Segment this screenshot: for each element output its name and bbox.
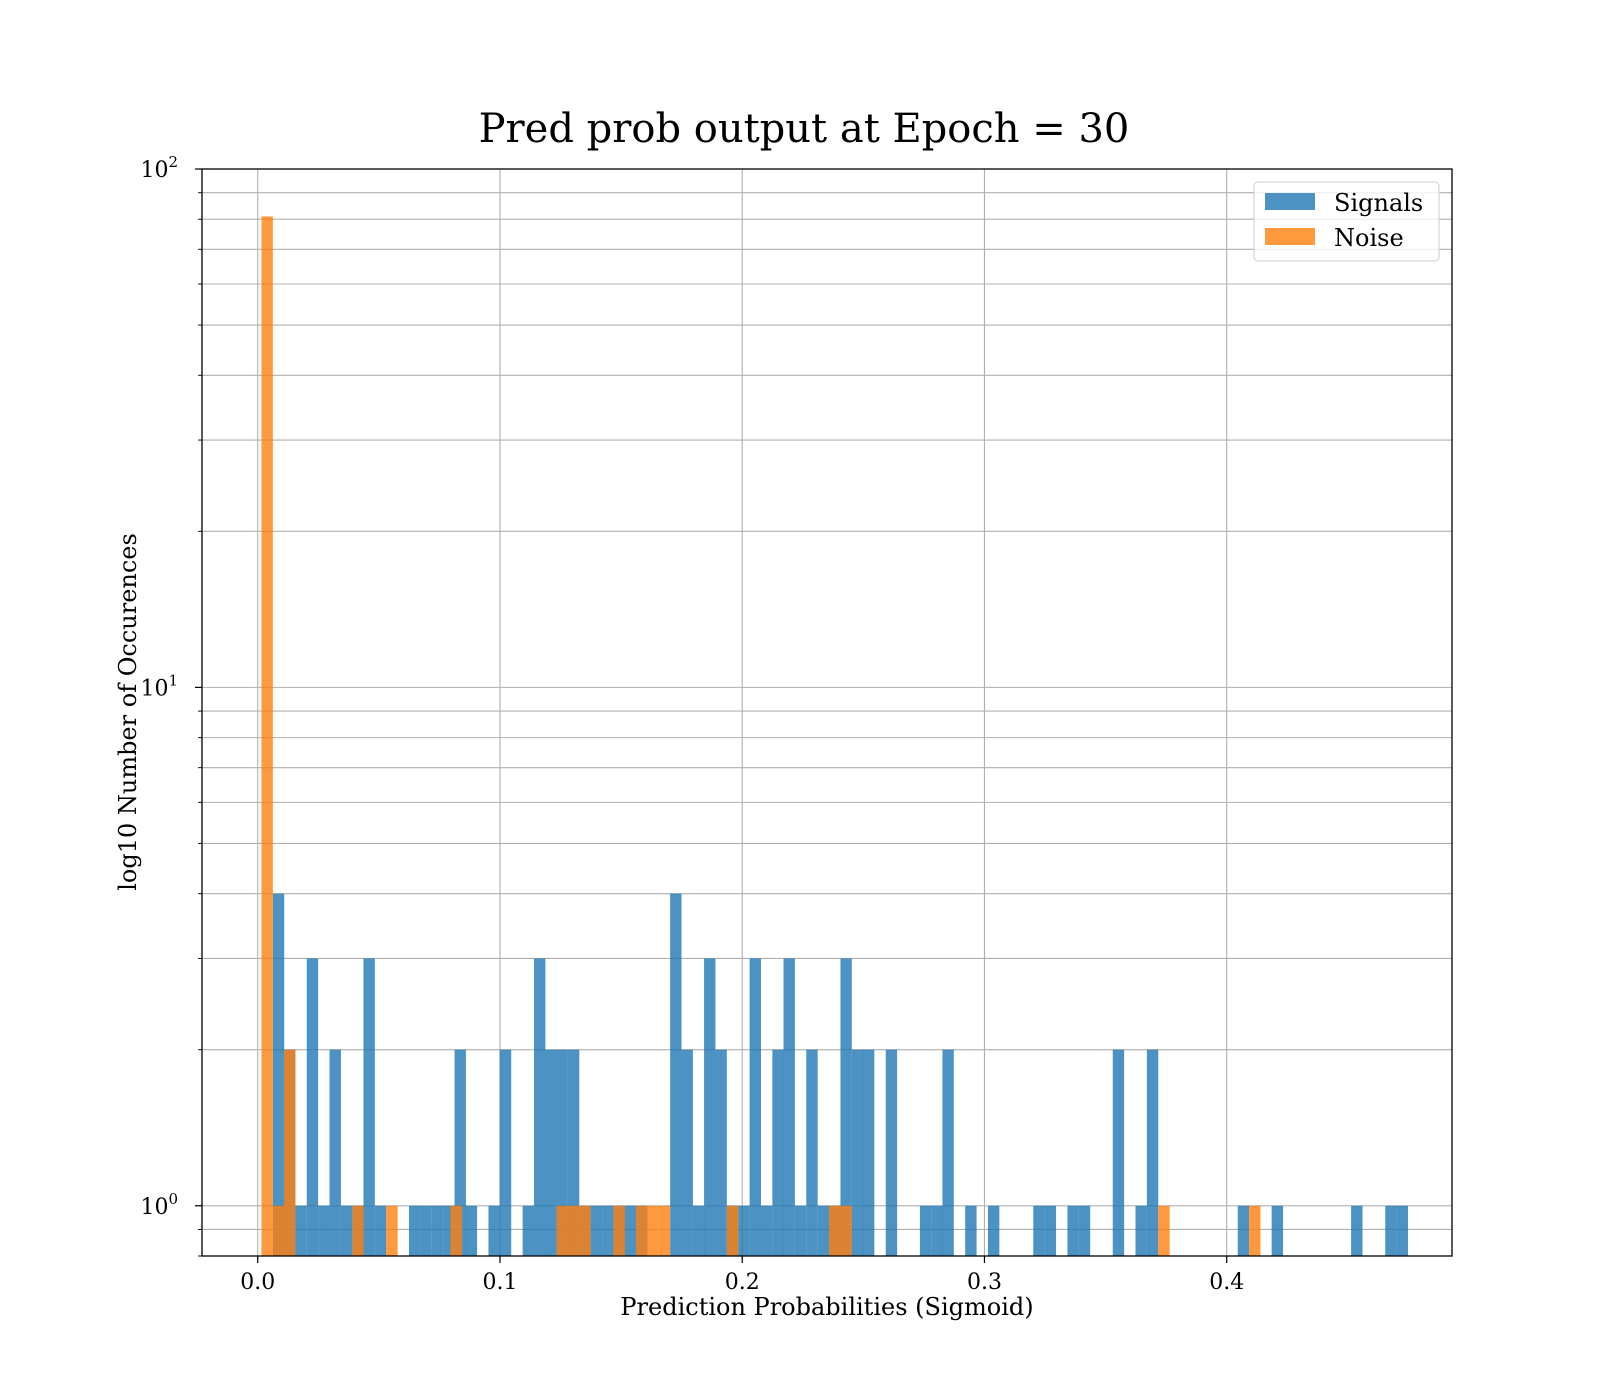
bar-noise: [272, 1205, 285, 1256]
bar-signals: [1067, 1205, 1079, 1256]
bar-signals: [272, 893, 285, 1256]
bar-signals: [817, 1205, 830, 1256]
x-tick-label: 0.3: [967, 1270, 1002, 1295]
bar-signals: [431, 1205, 444, 1256]
y-tick-label: 102: [140, 153, 178, 183]
legend-label-noise: Noise: [1334, 224, 1404, 252]
bar-signals: [1385, 1205, 1397, 1256]
y-tick-label: 101: [140, 671, 178, 701]
bar-noise: [840, 1205, 852, 1256]
bar-signals: [1078, 1205, 1091, 1256]
bar-signals: [454, 1049, 466, 1256]
bar-noise: [579, 1205, 591, 1256]
bar-noise: [613, 1205, 625, 1256]
bar-signals: [499, 1049, 512, 1256]
bar-signals: [1396, 1205, 1409, 1256]
bar-signals: [749, 958, 761, 1256]
x-tick-label: 0.2: [725, 1270, 760, 1295]
bar-signals: [692, 1205, 705, 1256]
bar-noise: [658, 1205, 671, 1256]
bar-noise: [284, 1049, 296, 1256]
legend: Signals Noise: [1253, 181, 1440, 262]
bar-signals: [1271, 1205, 1284, 1256]
bar-signals: [295, 1205, 307, 1256]
bar-signals: [885, 1049, 898, 1256]
chart-title: Pred prob output at Epoch = 30: [479, 106, 1130, 152]
bar-signals: [783, 958, 795, 1256]
grid-lines: [202, 168, 1452, 1257]
bar-noise: [450, 1205, 463, 1256]
bar-signals: [443, 1205, 455, 1256]
bar-signals: [409, 1205, 421, 1256]
axis-ticks: 0.0 0.1 0.2 0.3 0.4 100 101 102: [140, 153, 1244, 1295]
bar-signals: [488, 1205, 500, 1256]
bar-noise: [635, 1205, 648, 1256]
bar-signals: [329, 1049, 341, 1256]
bar-noise: [829, 1205, 841, 1256]
bar-signals: [942, 1049, 954, 1256]
bar-signals: [851, 1049, 864, 1256]
bar-signals: [681, 1049, 693, 1256]
bar-noise: [556, 1205, 568, 1256]
bar-signals: [545, 1049, 557, 1256]
bar-signals: [567, 1049, 580, 1256]
bar-noise: [567, 1205, 580, 1256]
y-tick-label: 100: [140, 1190, 178, 1220]
bar-signals: [1351, 1205, 1363, 1256]
bar-signals: [987, 1205, 1000, 1256]
bar-noise: [726, 1205, 739, 1256]
bar-signals: [420, 1205, 432, 1256]
bar-noise: [1158, 1205, 1170, 1256]
bar-signals: [602, 1205, 614, 1256]
bar-signals: [670, 893, 682, 1256]
x-tick-label: 0.1: [482, 1270, 517, 1295]
bar-signals: [556, 1049, 568, 1256]
legend-swatch-noise: [1265, 228, 1315, 245]
bar-signals: [465, 1205, 478, 1256]
bar-signals: [1033, 1205, 1045, 1256]
bar-signals: [919, 1205, 932, 1256]
bar-signals: [738, 1205, 750, 1256]
x-axis-label: Prediction Probabilities (Sigmoid): [620, 1293, 1033, 1321]
bar-signals: [965, 1205, 977, 1256]
bar-signals: [1044, 1205, 1057, 1256]
bar-signals: [704, 958, 716, 1256]
bar-signals: [1135, 1205, 1147, 1256]
bars: [261, 216, 1409, 1256]
x-tick-label: 0.0: [240, 1270, 275, 1295]
plot-frame: [201, 168, 1453, 1257]
bar-signals: [794, 1205, 807, 1256]
bar-noise: [352, 1205, 364, 1256]
bar-noise: [1249, 1205, 1261, 1256]
bar-signals: [340, 1205, 353, 1256]
bar-signals: [363, 958, 375, 1256]
bar-signals: [931, 1205, 943, 1256]
bar-signals: [318, 1205, 330, 1256]
x-tick-label: 0.4: [1209, 1270, 1244, 1295]
bar-signals: [374, 1205, 387, 1256]
bar-signals: [806, 1049, 818, 1256]
legend-swatch-signals: [1265, 193, 1315, 210]
bar-signals: [760, 1205, 773, 1256]
bar-signals: [534, 958, 546, 1256]
bar-signals: [862, 1049, 875, 1256]
legend-label-signals: Signals: [1334, 189, 1423, 217]
bar-signals: [1237, 1205, 1250, 1256]
bar-signals: [624, 1205, 636, 1256]
bar-signals: [715, 1049, 727, 1256]
bar-signals: [840, 958, 852, 1256]
bar-signals: [772, 1049, 784, 1256]
bar-signals: [1146, 1049, 1159, 1256]
bar-noise: [261, 216, 273, 1256]
bar-signals: [590, 1205, 603, 1256]
bar-signals: [306, 958, 319, 1256]
bar-noise: [386, 1205, 398, 1256]
bar-signals: [522, 1205, 535, 1256]
bar-signals: [1112, 1049, 1125, 1256]
bar-noise: [647, 1205, 659, 1256]
y-axis-label: log10 Number of Occurences: [114, 533, 142, 891]
